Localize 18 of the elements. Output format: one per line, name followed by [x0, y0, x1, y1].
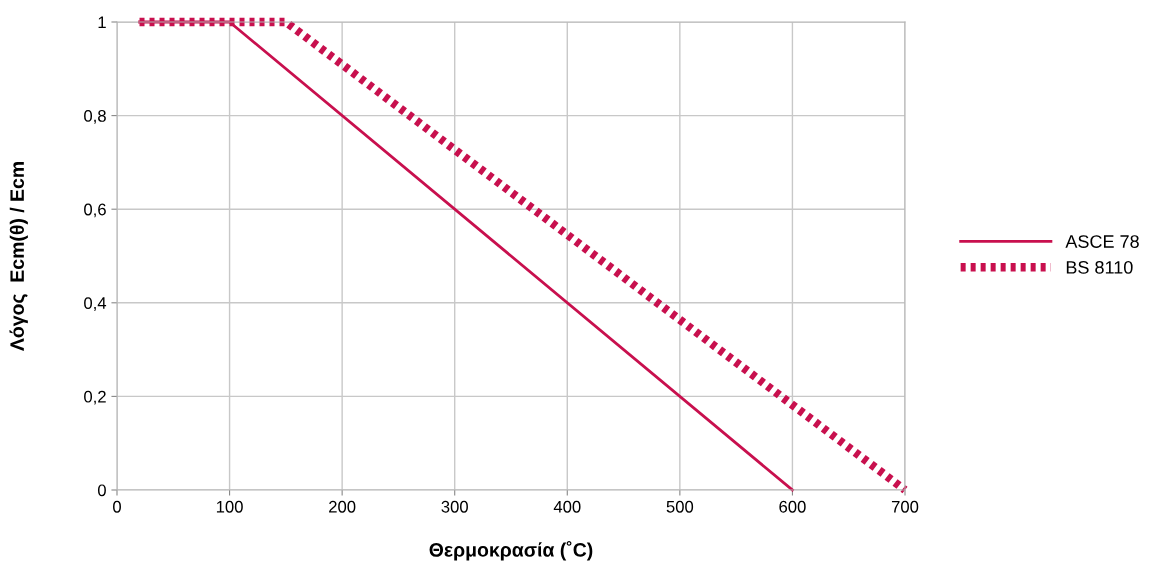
- x-tick-label: 600: [779, 500, 806, 513]
- legend-label: BS 8110: [1066, 260, 1133, 274]
- x-tick-label: 700: [891, 500, 919, 513]
- y-tick-label: 0,4: [84, 297, 107, 311]
- x-tick-label: 300: [441, 500, 468, 513]
- y-tick-label: 0,8: [84, 110, 106, 124]
- x-tick-label: 0: [113, 500, 121, 513]
- x-tick-label: 200: [329, 500, 356, 513]
- legend-label: ASCE 78: [1065, 235, 1139, 248]
- y-tick-label: 0,2: [84, 390, 106, 405]
- y-tick-label: 1: [98, 16, 106, 29]
- x-tick-label: 400: [553, 500, 581, 513]
- y-tick-label: 0: [97, 484, 106, 497]
- x-tick-label: 500: [666, 500, 694, 513]
- x-tick-label: 100: [216, 500, 243, 513]
- y-tick-label: 0,6: [84, 203, 106, 218]
- y-axis-title: Λόγος Ecm(θ) / Ecm: [9, 162, 28, 351]
- x-axis-title: Θερμοκρασία (˚C): [429, 540, 593, 561]
